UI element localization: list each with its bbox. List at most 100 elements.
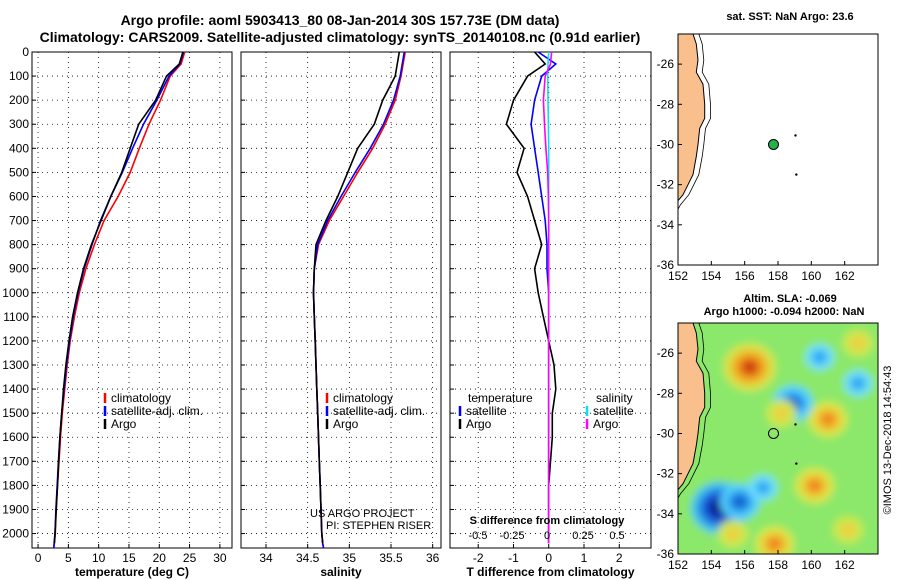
difference-panel: -2 -1 0 1 2T difference from climatology temp… [449,51,652,579]
y-tick-label: 2000 [2,527,29,541]
sla-anomaly [725,526,741,541]
salinity-panel: 34 34.5 35 35.5 36 salinity climatologysatelli… [240,51,442,579]
figure-title-line1: Argo profile: aoml 5903413_80 08-Jan-201… [120,12,560,28]
x-tick-label: 30 [213,551,227,565]
island [794,134,797,137]
sst-map-title: sat. SST: NaN Argo: 23.6 [726,11,853,23]
sst-map-panel: 152 154 156 158 160 162 -26 -28 -30 -32 -34 -36 [657,33,879,283]
x-tick-label: 34 [259,551,273,565]
map-background [678,34,878,265]
y-tick-label: 1100 [3,310,29,324]
y-tick-label: -28 [657,97,675,111]
legend-label: satellite [466,404,507,418]
y-tick-label: 1300 [2,358,29,372]
x-tick-label: 160 [801,269,821,283]
y-tick-label: 1800 [2,478,29,492]
plot-frame [240,51,442,549]
figure-title-line2: Climatology: CARS2009. Satellite-adjuste… [39,29,641,45]
legend-heading-salinity: salinity [596,391,633,405]
x-tick-label: 25 [183,551,197,565]
legend-label: Argo [593,417,619,431]
y-tick-label: -30 [657,137,675,151]
x-tick-label: 156 [735,269,755,283]
x-tick-label: 10 [92,551,106,565]
y-tick-label: 500 [9,165,29,179]
x-tick-label: 0 [35,551,42,565]
y-tick-label: -34 [657,507,675,521]
s-tick-label: -0.5 [469,530,488,542]
x-tick-label: 2 [616,551,623,565]
series-s-argo [542,51,553,544]
y-tick-label: 1500 [2,406,29,420]
y-tick-label: 300 [9,117,29,131]
legend-heading-temperature: temperature [468,391,533,405]
y-tick-label: 100 [9,69,29,83]
sla-anomaly [809,480,821,491]
series-argo [53,51,184,544]
legend-label: satellite-adj. clim. [333,404,425,418]
x-tick-label: 35.5 [379,551,403,565]
plot-frame [449,51,652,549]
legend-label: Argo [466,417,492,431]
y-tick-label: 1900 [2,502,29,516]
series-t-argo [505,51,557,544]
sla-map-panel: 152 154 156 158 160 162 -26 -28 -30 -32 -34 -36 [657,322,879,572]
y-tick-label: 800 [9,238,29,252]
x-tick-label: 152 [668,558,688,572]
s-tick-label: 0 [544,530,550,542]
s-axis-label: S difference from climatology [470,515,626,527]
x-tick-label: 154 [701,269,721,283]
sla-anomaly [744,362,756,373]
s-tick-label: -0.25 [499,530,524,542]
y-tick-label: 400 [9,141,29,155]
legend-label: satellite-adj. clim. [111,404,203,418]
x-tick-label: 162 [835,558,855,572]
legend-label: climatology [333,391,393,405]
s-tick-label: 0.25 [572,530,593,542]
island [794,423,797,426]
x-tick-label: 1 [581,551,588,565]
map-area [678,34,878,265]
sla-anomaly [755,480,771,495]
x-tick-label: 36 [426,551,440,565]
credit-project: US ARGO PROJECT [310,508,415,520]
y-tick-label: 600 [9,189,29,203]
legend-label: climatology [111,391,171,405]
x-tick-label: 15 [122,551,136,565]
x-tick-label: 154 [701,558,721,572]
profile-marker [768,427,779,439]
y-tick-label: -26 [657,346,675,360]
y-tick-label: -34 [657,218,675,232]
sla-anomaly [840,522,856,537]
sla-anomaly [850,336,866,351]
sla-anomaly [822,414,834,425]
x-tick-label: 162 [835,269,855,283]
profile-marker [768,138,779,150]
s-tick-label: 0.5 [609,530,624,542]
x-axis-label: temperature (deg C) [75,565,189,579]
sla-anomaly [811,350,828,365]
sla-field [678,323,878,554]
y-tick-label: 1200 [2,334,29,348]
sla-anomaly [734,496,746,507]
x-tick-label: 158 [768,269,788,283]
x-tick-label: 34.5 [296,551,320,565]
sla-anomaly [769,538,781,549]
credit-pi: PI: STEPHEN RISER [326,520,431,532]
sla-anomaly [773,406,790,421]
y-tick-label: 900 [9,262,29,276]
y-tick-label: 700 [9,214,29,228]
x-axis-label: T difference from climatology [466,565,634,579]
island [795,462,798,465]
plot-frame [31,51,233,549]
sla-anomaly [850,376,866,391]
x-tick-label: 156 [735,558,755,572]
land [678,34,706,265]
legend-label: Argo [111,417,137,431]
x-tick-label: 158 [768,558,788,572]
y-tick-label: -36 [657,258,675,272]
x-tick-label: 152 [668,269,688,283]
y-tick-label: 1400 [2,382,29,396]
x-tick-label: -2 [473,551,484,565]
